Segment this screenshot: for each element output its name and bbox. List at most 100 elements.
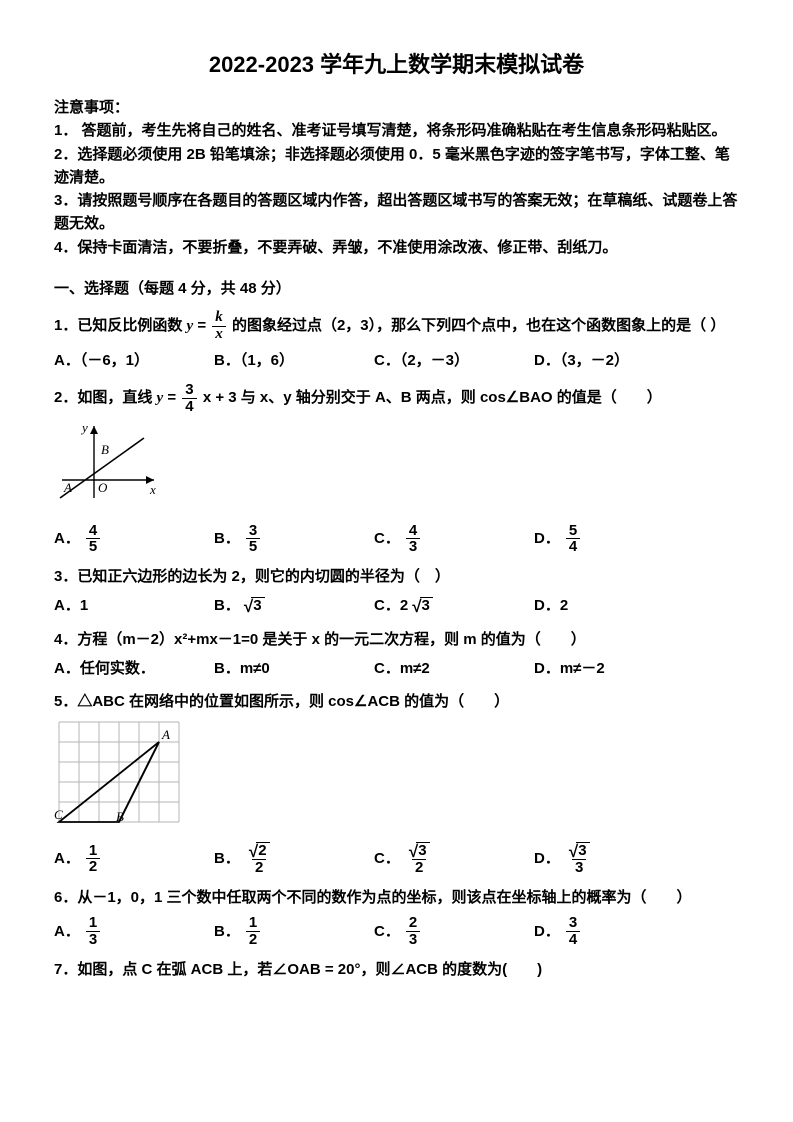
q5-b-den: 2 (252, 859, 266, 876)
notice-item-4: 4．保持卡面清洁，不要折叠，不要弄破、弄皱，不准使用涂改液、修正带、刮纸刀。 (54, 236, 739, 259)
q5-graph: A B C (54, 717, 739, 835)
q6-b-frac: 1 2 (246, 915, 260, 948)
q2-c-den: 3 (406, 538, 420, 555)
q5-opt-b: B． √ 2 2 (214, 842, 374, 877)
sqrt-icon: √ (249, 843, 258, 860)
q6-b-den: 2 (246, 931, 260, 948)
exam-page: 2022-2023 学年九上数学期末模拟试卷 注意事项： 1． 答题前，考生先将… (0, 0, 793, 1122)
svg-text:B: B (101, 442, 109, 457)
q2-d-label: D． (534, 527, 560, 550)
q6-d-frac: 3 4 (566, 915, 580, 948)
q2-options: A． 4 5 B． 3 5 C． 4 3 D． 5 4 (54, 523, 739, 556)
q2-opt-c: C． 4 3 (374, 523, 534, 556)
q5-opt-d: D． √ 3 3 (534, 842, 694, 877)
question-4: 4．方程（m－2）x²+mx－1=0 是关于 x 的一元二次方程，则 m 的值为… (54, 628, 739, 651)
q6-options: A． 1 3 B． 1 2 C． 2 3 D． 3 4 (54, 915, 739, 948)
q5-b-rad: 2 (256, 842, 269, 858)
q5-d-den: 3 (572, 859, 586, 876)
q5-a-label: A． (54, 847, 80, 870)
q3-b-rad: 3 (251, 597, 264, 613)
q2-opt-a: A． 4 5 (54, 523, 214, 556)
q5-c-den: 2 (412, 859, 426, 876)
svg-text:O: O (98, 480, 108, 495)
q2-mid: x + 3 与 x、y 轴分别交于 A、B 两点，则 cos∠BAO 的值是（ … (203, 389, 662, 406)
q6-c-den: 3 (406, 931, 420, 948)
q1-post: 的图象经过点（2，3），那么下列四个点中，也在这个函数图象上的是（ ） (232, 317, 725, 334)
q4-options: A．任何实数． B．m≠0 C．m≠2 D．m≠－2 (54, 657, 739, 680)
q1-pre: 1．已知反比例函数 (54, 317, 187, 334)
q2-line-graph: x y O A B (54, 418, 164, 508)
q2-fraction: 3 4 (182, 382, 196, 415)
question-2: 2．如图，直线 y = 3 4 x + 3 与 x、y 轴分别交于 A、B 两点… (54, 382, 739, 415)
q6-a-num: 1 (86, 915, 100, 931)
sqrt-icon: √ (409, 843, 418, 860)
q6-opt-c: C． 2 3 (374, 915, 534, 948)
q5-c-num: √ 3 (406, 842, 433, 860)
q6-c-num: 2 (406, 915, 420, 931)
page-title: 2022-2023 学年九上数学期末模拟试卷 (54, 48, 739, 82)
q6-opt-d: D． 3 4 (534, 915, 694, 948)
question-1: 1．已知反比例函数 y = k x 的图象经过点（2，3），那么下列四个点中，也… (54, 310, 739, 343)
section-1-heading: 一、选择题（每题 4 分，共 48 分） (54, 277, 739, 300)
q1-opt-b: B．（1，6） (214, 349, 374, 372)
q3-c-sqrt: √ 3 (412, 597, 433, 614)
sqrt-icon: √ (412, 598, 421, 615)
q6-d-label: D． (534, 920, 560, 943)
q4-opt-b: B．m≠0 (214, 657, 374, 680)
q3-opt-b: B． √ 3 (214, 594, 374, 617)
q2-b-den: 5 (246, 538, 260, 555)
q1-opt-a: A．（－6，1） (54, 349, 214, 372)
q2-b-label: B． (214, 527, 240, 550)
q5-a-frac: 1 2 (86, 843, 100, 876)
q5-options: A． 1 2 B． √ 2 2 C． (54, 842, 739, 877)
q5-b-sqrt: √ 2 (249, 842, 270, 859)
q5-grid-triangle: A B C (54, 717, 184, 827)
q5-a-den: 2 (86, 858, 100, 875)
q2-den: 4 (182, 398, 196, 415)
svg-text:C: C (54, 807, 63, 822)
q4-opt-c: C．m≠2 (374, 657, 534, 680)
q3-opt-a: A．1 (54, 594, 214, 617)
q5-b-num: √ 2 (246, 842, 273, 860)
q1-options: A．（－6，1） B．（1，6） C．（2，－3） D．（3，－2） (54, 349, 739, 372)
q2-a-label: A． (54, 527, 80, 550)
q1-opt-c: C．（2，－3） (374, 349, 534, 372)
q6-a-label: A． (54, 920, 80, 943)
svg-text:y: y (80, 420, 88, 435)
q5-opt-c: C． √ 3 2 (374, 842, 534, 877)
q6-b-label: B． (214, 920, 240, 943)
q5-b-label: B． (214, 847, 240, 870)
q1-num: k (212, 310, 226, 326)
notice-item-2: 2．选择题必须使用 2B 铅笔填涂；非选择题必须使用 0．5 毫米黑色字迹的签字… (54, 143, 739, 190)
svg-text:A: A (161, 727, 170, 742)
q6-opt-b: B． 1 2 (214, 915, 374, 948)
question-6: 6．从－1，0，1 三个数中任取两个不同的数作为点的坐标，则该点在坐标轴上的概率… (54, 886, 739, 909)
q6-a-den: 3 (86, 931, 100, 948)
q1-eq: = (197, 317, 210, 334)
q3-opt-d: D．2 (534, 594, 694, 617)
q3-options: A．1 B． √ 3 C．2 √ 3 D．2 (54, 594, 739, 617)
q6-d-den: 4 (566, 931, 580, 948)
q6-opt-a: A． 1 3 (54, 915, 214, 948)
q2-a-den: 5 (86, 538, 100, 555)
q2-b-frac: 3 5 (246, 523, 260, 556)
svg-text:A: A (63, 480, 72, 495)
q5-opt-a: A． 1 2 (54, 843, 214, 876)
q5-c-label: C． (374, 847, 400, 870)
q2-d-frac: 5 4 (566, 523, 580, 556)
q1-den: x (212, 326, 226, 343)
q2-y: y (157, 390, 164, 406)
q2-b-num: 3 (246, 523, 260, 539)
q3-b-sqrt: √ 3 (244, 597, 265, 614)
q2-opt-b: B． 3 5 (214, 523, 374, 556)
q2-opt-d: D． 5 4 (534, 523, 694, 556)
q5-d-num: √ 3 (566, 842, 593, 860)
q2-a-frac: 4 5 (86, 523, 100, 556)
q3-opt-c: C．2 √ 3 (374, 594, 534, 617)
svg-text:B: B (116, 809, 124, 824)
q1-fraction: k x (212, 310, 226, 343)
q5-c-sqrt: √ 3 (409, 842, 430, 859)
q5-d-frac: √ 3 3 (566, 842, 593, 877)
q4-opt-d: D．m≠－2 (534, 657, 694, 680)
q6-c-label: C． (374, 920, 400, 943)
